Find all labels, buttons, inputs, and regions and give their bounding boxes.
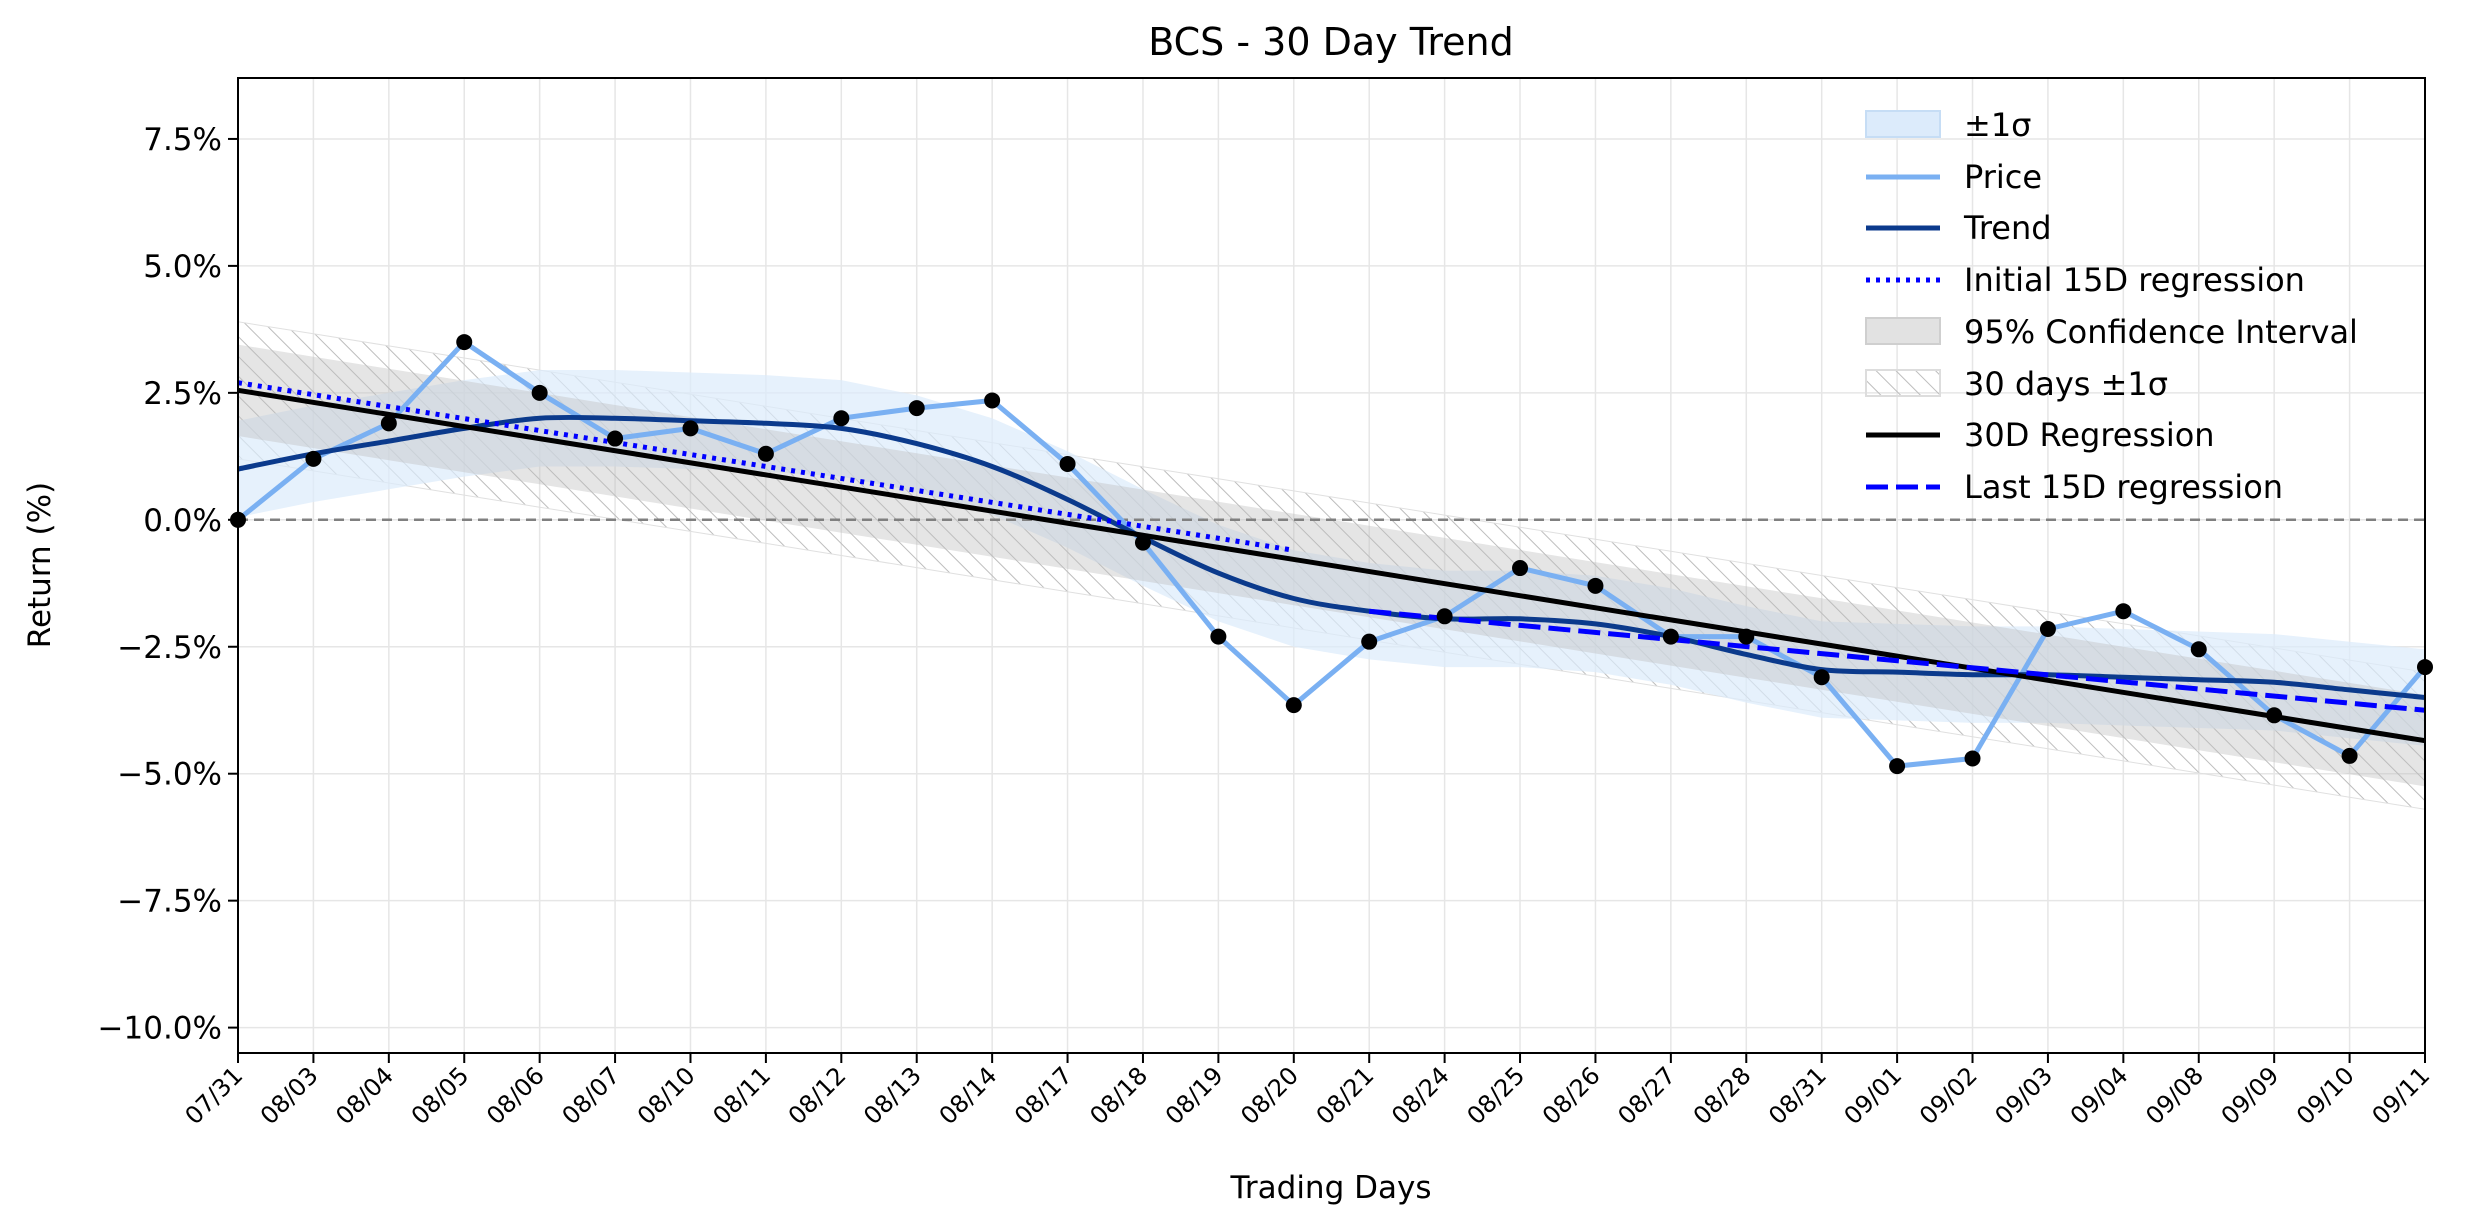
legend-item-sigma-band: ±1σ — [1865, 106, 2031, 144]
legend-item-30d-sigma: 30 days ±1σ — [1865, 365, 2168, 403]
price-point — [1662, 628, 1679, 645]
x-axis-label: Trading Days — [1230, 1170, 1432, 1206]
legend-swatch-confidence-interval — [1865, 317, 1941, 345]
y-axis-label: Return (%) — [22, 482, 58, 648]
price-line — [238, 339, 2425, 769]
price-point — [1738, 628, 1755, 645]
last-15d-regression-line — [1368, 608, 2425, 713]
price-point — [2115, 603, 2132, 620]
y-tick-label: −2.5% — [117, 630, 222, 666]
legend: ±1σ Price Trend Initial 15D regression 9… — [1865, 106, 2358, 506]
30d-regression-line — [238, 387, 2425, 744]
price-point — [1361, 633, 1378, 650]
price-point — [1889, 758, 1906, 775]
y-tick-label: 5.0% — [143, 249, 222, 285]
legend-label: 30D Regression — [1964, 416, 2215, 454]
price-point — [531, 384, 548, 401]
price-point — [2039, 620, 2056, 637]
y-tick-label: −7.5% — [117, 884, 222, 920]
legend-label: 30 days ±1σ — [1964, 365, 2168, 403]
price-point — [984, 392, 1001, 409]
price-point — [1813, 669, 1830, 686]
legend-swatch-30d-sigma — [1865, 369, 1941, 397]
plot-frame — [237, 77, 2426, 1054]
y-tick-label: −5.0% — [117, 757, 222, 793]
price-point — [682, 420, 699, 437]
price-point — [1587, 577, 1604, 594]
legend-label: ±1σ — [1964, 106, 2031, 144]
legend-label: Last 15D regression — [1964, 468, 2283, 506]
legend-item-30d-regression: 30D Regression — [1866, 416, 2215, 454]
price-point — [1059, 455, 1076, 472]
price-point — [1964, 750, 1981, 767]
legend-item-last-regression: Last 15D regression — [1866, 468, 2283, 506]
legend-swatch-sigma-band — [1865, 110, 1941, 138]
price-point — [1285, 697, 1302, 714]
y-tick-label: 0.0% — [143, 503, 222, 539]
price-point — [833, 410, 850, 427]
price-point — [1436, 608, 1453, 625]
y-tick-label: −10.0% — [98, 1011, 222, 1047]
price-point — [1512, 560, 1529, 577]
price-point — [1134, 534, 1151, 551]
price-points — [230, 334, 2433, 775]
price-point — [607, 430, 624, 447]
price-point — [2341, 747, 2358, 764]
legend-label: 95% Confidence Interval — [1964, 313, 2358, 351]
legend-item-initial-regression: Initial 15D regression — [1866, 261, 2305, 299]
legend-item-trend: Trend — [1866, 209, 2052, 247]
price-point — [908, 400, 925, 417]
chart-title: BCS - 30 Day Trend — [1148, 20, 1513, 64]
series-lines — [238, 339, 2425, 769]
price-point — [1210, 628, 1227, 645]
y-axis-ticks: −10.0% −7.5% −5.0% −2.5% 0.0% 2.5% 5.0% 7.5% — [98, 122, 238, 1047]
legend-label: Price — [1964, 158, 2042, 196]
price-point — [456, 334, 473, 351]
y-tick-label: 2.5% — [143, 376, 222, 412]
initial-15d-regression-line — [238, 380, 1295, 553]
legend-label: Initial 15D regression — [1964, 261, 2305, 299]
trend-line — [238, 414, 2425, 700]
legend-label: Trend — [1963, 209, 2052, 247]
legend-item-confidence-interval: 95% Confidence Interval — [1865, 313, 2358, 351]
price-point — [2266, 707, 2283, 724]
price-point — [2190, 641, 2207, 658]
price-point — [757, 445, 774, 462]
y-tick-label: 7.5% — [143, 122, 222, 158]
legend-item-price: Price — [1866, 158, 2042, 196]
price-point — [305, 450, 322, 467]
price-point — [380, 415, 397, 432]
